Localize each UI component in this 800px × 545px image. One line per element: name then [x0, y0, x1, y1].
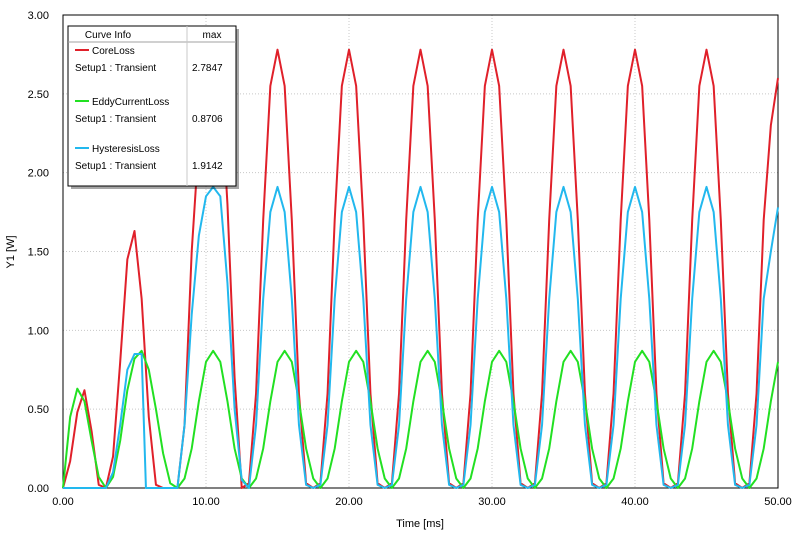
- legend-solution-coreloss: Setup1 : Transient: [75, 63, 156, 74]
- legend-name-eddycurrentloss: EddyCurrentLoss: [92, 97, 169, 108]
- legend[interactable]: Curve Info max CoreLoss Setup1 : Transie…: [67, 25, 239, 189]
- x-tick-label: 10.00: [192, 496, 220, 508]
- y-tick-label: 0.00: [28, 483, 49, 495]
- y-tick-label: 2.00: [28, 168, 49, 180]
- series-line-eddycurrentloss: [62, 349, 779, 489]
- legend-header-max: max: [203, 30, 222, 41]
- y-tick-label: 3.00: [28, 10, 49, 22]
- legend-header-curve-info: Curve Info: [85, 30, 132, 41]
- legend-name-hysteresisloss: HysteresisLoss: [92, 144, 160, 155]
- x-tick-label: 0.00: [52, 496, 73, 508]
- series-layer: [62, 48, 779, 489]
- legend-name-coreloss: CoreLoss: [92, 46, 135, 57]
- x-tick-label: 20.00: [335, 496, 363, 508]
- legend-solution-hysteresisloss: Setup1 : Transient: [75, 161, 156, 172]
- legend-box: [67, 25, 237, 187]
- x-tick-label: 30.00: [478, 496, 506, 508]
- y-tick-label: 1.00: [28, 325, 49, 337]
- legend-solution-eddycurrentloss: Setup1 : Transient: [75, 114, 156, 125]
- x-tick-label: 50.00: [764, 496, 792, 508]
- plot-frame: [62, 14, 779, 489]
- x-tick-label: 40.00: [621, 496, 649, 508]
- series-line-hysteresisloss: [63, 185, 779, 489]
- y-tick-label: 0.50: [28, 404, 49, 416]
- tick-labels: 0.00 10.00 20.00 30.00 40.00 50.00 0.00 0.50 1.0…: [28, 10, 792, 508]
- y-axis-title: Y1 [W]: [5, 235, 17, 268]
- legend-max-coreloss: 2.7847: [192, 63, 223, 74]
- y-tick-label: 2.50: [28, 89, 49, 101]
- x-axis-title: Time [ms]: [396, 518, 444, 530]
- legend-max-hysteresisloss: 1.9142: [192, 161, 223, 172]
- y-tick-label: 1.50: [28, 247, 49, 259]
- legend-max-eddycurrentloss: 0.8706: [192, 114, 223, 125]
